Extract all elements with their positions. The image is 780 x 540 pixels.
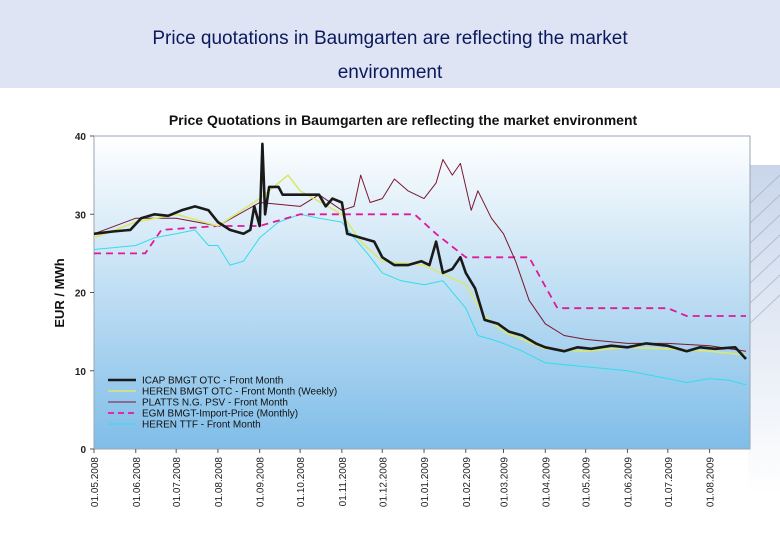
x-tick-label: 01.05.2009 xyxy=(582,457,593,507)
plot-area xyxy=(93,135,751,450)
x-tick-label: 01.01.2009 xyxy=(420,457,431,507)
x-tick-label: 01.12.2008 xyxy=(378,457,389,507)
slide-title-line-2: environment xyxy=(337,62,443,83)
series-group xyxy=(93,142,747,386)
slide-header: Price quotations in Baumgarten are refle… xyxy=(0,0,780,88)
legend-label: ICAP BMGT OTC - Front Month xyxy=(142,376,283,387)
y-tick-label: 20 xyxy=(75,289,87,300)
chart-title: Price Quotations in Baumgarten are refle… xyxy=(169,112,638,128)
x-tick-label: 01.06.2009 xyxy=(623,457,634,507)
x-tick-label: 01.07.2009 xyxy=(664,457,675,507)
y-tick-label: 0 xyxy=(80,445,86,456)
y-tick-label: 10 xyxy=(75,367,87,378)
y-tick-label: 40 xyxy=(75,132,87,143)
legend-label: HEREN BMGT OTC - Front Month (Weekly) xyxy=(142,387,337,398)
x-tick-label: 01.03.2009 xyxy=(499,457,510,507)
legend-label: HEREN TTF - Front Month xyxy=(142,420,261,431)
x-tick-label: 01.10.2008 xyxy=(296,457,307,507)
y-axis-label: EUR / MWh xyxy=(52,258,67,327)
price-quotation-chart: Price Quotations in Baumgarten are refle… xyxy=(52,112,751,507)
slide-title-line-1: Price quotations in Baumgarten are refle… xyxy=(152,28,628,49)
x-tick-label: 01.08.2009 xyxy=(706,457,717,507)
x-tick-label: 01.06.2008 xyxy=(132,457,143,507)
x-axis: 01.05.2008 01.06.2008 01.07.2008 01.08.2008… xyxy=(90,449,717,507)
legend-label: EGM BMGT-Import-Price (Monthly) xyxy=(142,409,298,420)
x-tick-label: 01.11.2008 xyxy=(338,457,349,507)
x-tick-label: 01.04.2009 xyxy=(541,457,552,507)
y-axis: 0 10 20 30 40 xyxy=(75,132,94,456)
series-line-1 xyxy=(93,142,747,360)
series-line-3 xyxy=(93,159,747,352)
legend-label: PLATTS N.G. PSV - Front Month xyxy=(142,398,288,409)
x-tick-label: 01.07.2008 xyxy=(172,457,183,507)
series-line-5 xyxy=(93,213,747,386)
series-line-2 xyxy=(93,174,747,356)
x-tick-label: 01.09.2008 xyxy=(256,457,267,507)
y-tick-label: 30 xyxy=(75,210,87,221)
x-tick-label: 01.05.2008 xyxy=(90,457,101,507)
x-tick-label: 01.08.2008 xyxy=(214,457,225,507)
x-tick-label: 01.02.2009 xyxy=(462,457,473,507)
decorative-stripes xyxy=(748,165,780,495)
